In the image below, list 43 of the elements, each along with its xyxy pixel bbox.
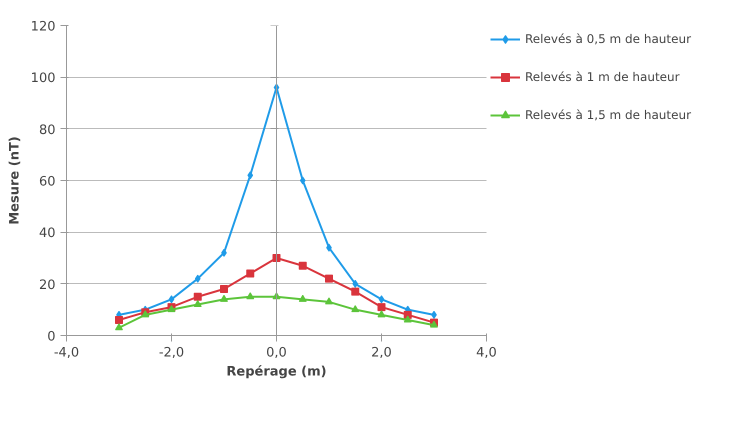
y-axis-title: Mesure (nT) [8,136,22,225]
point [298,294,307,302]
y-tick-label: 0 [47,330,56,344]
point [378,295,384,304]
x-tick-label: -2,0 [158,346,184,360]
point [378,310,386,318]
point [115,323,123,330]
point [352,280,358,288]
legend-label: Relevés à 0,5 m de hauteur [525,32,692,46]
y-tick-label: 100 [30,71,56,86]
point [220,285,228,293]
point [378,303,386,312]
x-tick-label: -4,0 [54,346,80,360]
point [194,292,202,301]
point [246,292,254,300]
x-tick-label: 2,0 [371,346,392,360]
y-tick-label: 40 [38,226,56,242]
point [351,305,360,312]
point [326,244,332,252]
y-tick-label: 80 [38,122,56,138]
legend-label: Relevés à 1 m de hauteur [525,70,680,84]
point [431,310,437,319]
point [351,288,360,296]
y-tick-label: 20 [38,278,56,293]
x-tick-label: 4,0 [476,346,497,360]
y-tick-label: 60 [38,174,56,190]
y-tick-label: 120 [30,20,56,34]
point [221,248,227,257]
point [404,315,412,323]
x-axis-title: Repérage (m) [226,364,327,380]
point [115,316,123,324]
point [194,300,202,308]
point [325,274,333,283]
point [300,176,306,184]
point [325,297,333,304]
legend-label: Relevés à 1,5 m de hauteur [525,108,692,122]
point [246,270,254,278]
point [298,262,307,270]
point [194,274,201,283]
point [168,295,174,304]
point [220,294,228,302]
point [247,171,254,180]
x-tick-label: 0,0 [266,346,287,360]
